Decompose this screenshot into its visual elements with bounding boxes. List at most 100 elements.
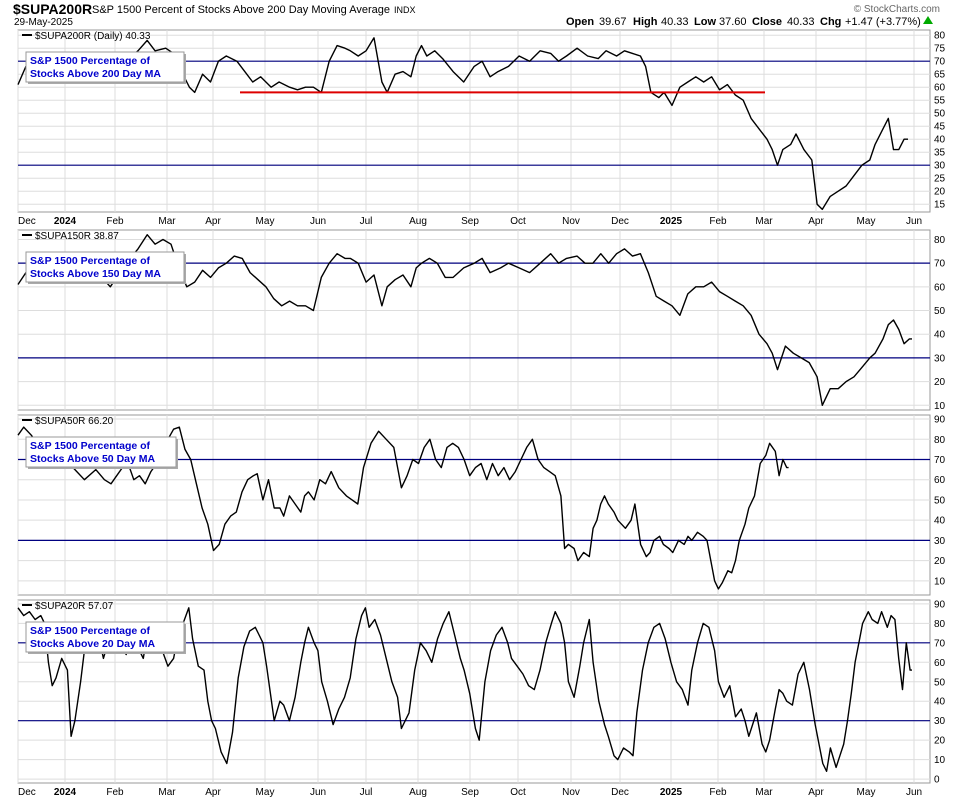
y-tick-label: 10: [934, 401, 946, 412]
series-label: $SUPA20R 57.07: [35, 601, 114, 612]
x-tick-label: Aug: [409, 787, 427, 798]
y-tick-label: 15: [934, 200, 946, 211]
annotation-text: Stocks Above 150 Day MA: [30, 268, 161, 280]
open-value: 39.67: [599, 16, 627, 28]
y-tick-label: 70: [934, 638, 946, 649]
high-value: 40.33: [661, 16, 689, 28]
y-tick-label: 20: [934, 377, 946, 388]
y-tick-label: 50: [934, 495, 946, 506]
arrow-up-triangle-icon: [923, 16, 933, 24]
y-tick-label: 25: [934, 174, 946, 185]
x-tick-label: Sep: [461, 216, 479, 227]
y-tick-label: 55: [934, 96, 946, 107]
annotation-text: S&P 1500 Percentage of: [30, 625, 151, 637]
y-tick-label: 0: [934, 775, 940, 786]
annotation-box: [25, 251, 185, 283]
y-tick-label: 50: [934, 109, 946, 120]
annotation-box: [25, 51, 185, 83]
y-tick-label: 70: [934, 455, 946, 466]
x-tick-label: 2024: [54, 216, 77, 227]
low-label: Low: [694, 16, 716, 28]
y-tick-label: 60: [934, 658, 946, 669]
y-tick-label: 40: [934, 330, 946, 341]
y-tick-label: 80: [934, 31, 946, 42]
x-tick-label: 2025: [660, 787, 683, 798]
series-label: $SUPA200R (Daily) 40.33: [35, 31, 151, 42]
series-label: $SUPA150R 38.87: [35, 231, 119, 242]
x-tick-label: Mar: [755, 216, 773, 227]
annotation-text: S&P 1500 Percentage of: [30, 255, 151, 267]
exchange-label: INDX: [394, 5, 416, 15]
x-tick-label: Oct: [510, 787, 526, 798]
x-tick-label: Oct: [510, 216, 526, 227]
y-tick-label: 75: [934, 44, 946, 55]
y-tick-label: 60: [934, 83, 946, 94]
x-tick-label: Sep: [461, 787, 479, 798]
close-label: Close: [752, 16, 782, 28]
x-tick-label: Feb: [106, 787, 124, 798]
x-tick-label: Jul: [360, 787, 373, 798]
annotation-text: Stocks Above 200 Day MA: [30, 68, 161, 80]
y-tick-label: 35: [934, 148, 946, 159]
y-tick-label: 20: [934, 736, 946, 747]
y-tick-label: 90: [934, 415, 946, 426]
ohlc-readout: Open 39.67 High 40.33 Low 37.60 Close 40…: [566, 16, 921, 28]
x-tick-label: Dec: [611, 787, 629, 798]
x-tick-label: 2025: [660, 216, 683, 227]
y-tick-label: 20: [934, 556, 946, 567]
y-tick-label: 90: [934, 599, 946, 610]
y-tick-label: 50: [934, 677, 946, 688]
x-tick-label: Apr: [205, 216, 221, 227]
x-tick-label: Aug: [409, 216, 427, 227]
x-tick-label: Mar: [755, 787, 773, 798]
symbol-title: $SUPA200R: [13, 1, 92, 17]
chg-value: +1.47 (+3.77%): [845, 16, 921, 28]
low-value: 37.60: [719, 16, 747, 28]
y-tick-label: 60: [934, 282, 946, 293]
y-tick-label: 70: [934, 259, 946, 270]
symbol-description: S&P 1500 Percent of Stocks Above 200 Day…: [92, 4, 390, 16]
y-tick-label: 30: [934, 536, 946, 547]
x-tick-label: May: [857, 216, 876, 227]
x-tick-label: Dec: [18, 787, 36, 798]
x-tick-label: May: [256, 216, 275, 227]
x-tick-label: Jun: [906, 787, 922, 798]
y-tick-label: 65: [934, 70, 946, 81]
y-tick-label: 10: [934, 755, 946, 766]
annotation-text: Stocks Above 50 Day MA: [30, 453, 155, 465]
open-label: Open: [566, 16, 594, 28]
y-tick-label: 40: [934, 516, 946, 527]
y-tick-label: 40: [934, 697, 946, 708]
annotation-box: [25, 621, 185, 653]
series-line: [17, 37, 908, 211]
y-tick-label: 70: [934, 57, 946, 68]
annotation-text: S&P 1500 Percentage of: [30, 55, 151, 67]
x-tick-label: May: [857, 787, 876, 798]
annotation-text: Stocks Above 20 Day MA: [30, 638, 155, 650]
watermark: © StockCharts.com: [854, 4, 940, 15]
x-tick-label: Jun: [906, 216, 922, 227]
y-tick-label: 30: [934, 353, 946, 364]
close-value: 40.33: [787, 16, 815, 28]
x-tick-label: 2024: [54, 787, 77, 798]
y-tick-label: 50: [934, 306, 946, 317]
x-tick-label: Nov: [562, 216, 580, 227]
chg-label: Chg: [820, 16, 841, 28]
x-tick-label: Mar: [158, 216, 176, 227]
x-tick-label: Jul: [360, 216, 373, 227]
annotation-text: S&P 1500 Percentage of: [30, 440, 151, 452]
x-tick-label: Mar: [158, 787, 176, 798]
x-tick-label: Nov: [562, 787, 580, 798]
series-line: [17, 607, 912, 772]
y-tick-label: 80: [934, 235, 946, 246]
x-tick-label: Jun: [310, 216, 326, 227]
chart-panel-4: 0 10 20 30 40 50 60 70 80 90 $SUPA20R 57.07 S&P 150…: [17, 599, 946, 798]
chart-panel-3: 10 20 30 40 50 60 70 80 90 $SUPA50R 66.20 S&P 1500…: [17, 414, 946, 596]
chart-date: 29-May-2025: [14, 17, 73, 28]
x-tick-label: May: [256, 787, 275, 798]
series-line: [17, 426, 789, 590]
y-tick-label: 80: [934, 435, 946, 446]
x-tick-label: Apr: [808, 787, 824, 798]
